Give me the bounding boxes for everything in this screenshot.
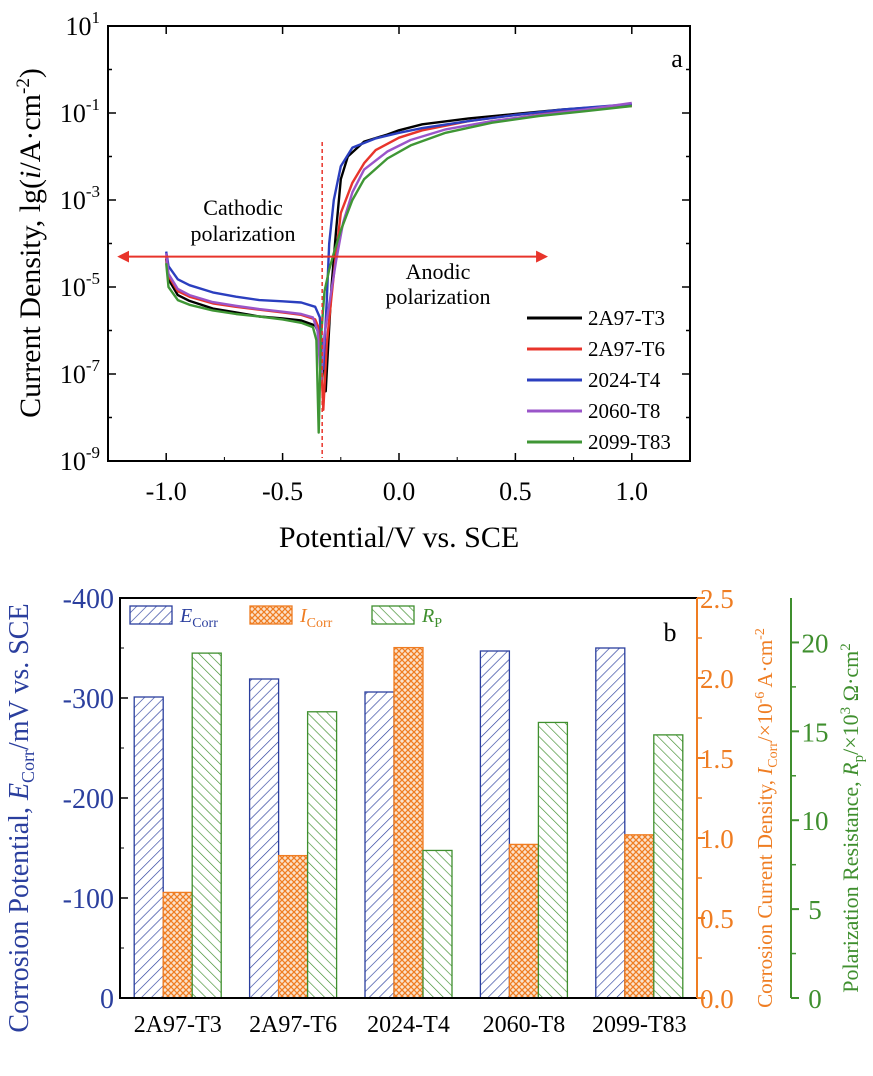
category-label: 2099-T83 <box>592 1012 687 1038</box>
bar-r-p-2a97-t3 <box>191 652 222 999</box>
ecorr-axis-ticks: 0 -100 -200 -300 -400 <box>63 584 128 1015</box>
legend-swatch-b <box>129 605 173 625</box>
y-tick-label-a: 10-5 <box>60 269 100 302</box>
icorr-axis-title: Corrosion Current Density, ICorr/×10-6 A… <box>753 628 781 1008</box>
bar-r-p-2a97-t6 <box>306 711 338 999</box>
panel-label-a: a <box>671 44 683 73</box>
category-label: 2060-T8 <box>483 1012 566 1038</box>
x-tick-label-a: 0.5 <box>499 477 532 506</box>
y-tick-label-a: 10-7 <box>60 356 101 389</box>
rp-tick-label: 5 <box>808 895 822 925</box>
legend-label-b: ICorr <box>299 605 333 631</box>
bar-r-p-2024-t4 <box>422 849 453 999</box>
rp-axis-ticks: 0 5 10 15 20 <box>791 628 829 1014</box>
anodic-label-line1: Anodic <box>406 259 471 284</box>
bar-i-corr-2060-t8 <box>508 843 540 999</box>
cathodic-label-line1: Cathodic <box>203 195 283 220</box>
ecorr-tick-label: -200 <box>63 784 114 815</box>
icorr-axis-ticks: 0.0 0.5 1.0 1.5 2.0 2.5 <box>697 584 734 1014</box>
bar-i-corr-2024-t4 <box>393 646 424 999</box>
x-tick-label-a: -0.5 <box>262 477 303 506</box>
ecorr-tick-label: -400 <box>63 584 114 615</box>
category-label: 2024-T4 <box>367 1012 450 1038</box>
legend-label-a: 2099-T83 <box>588 430 671 454</box>
curve-2a97-t6 <box>165 104 632 411</box>
parameter-bars <box>133 646 684 999</box>
panel-a-polarization-curves: Cathodic polarization Anodic polarizatio… <box>13 8 691 554</box>
bar-e-corr-2a97-t3 <box>133 696 164 999</box>
bar-r-p-2060-t8 <box>537 721 569 999</box>
category-ticks-b: 2A97-T3 2A97-T6 2024-T4 2060-T8 2099-T83 <box>134 1012 687 1038</box>
legend-swatch-b <box>249 605 293 625</box>
icorr-tick-label: 0.0 <box>700 984 734 1014</box>
x-tick-label-a: 1.0 <box>616 477 649 506</box>
bar-e-corr-2024-t4 <box>364 691 395 999</box>
legend-label-a: 2A97-T6 <box>588 337 665 361</box>
legend-label-a: 2060-T8 <box>588 399 660 423</box>
category-label: 2A97-T6 <box>249 1012 337 1038</box>
category-label: 2A97-T3 <box>134 1012 222 1038</box>
x-tick-label-a: -1.0 <box>146 477 187 506</box>
polarization-curves <box>165 101 632 434</box>
ecorr-tick-label: 0 <box>100 984 114 1015</box>
y-tick-label-a: 101 <box>66 8 101 41</box>
icorr-tick-label: 1.0 <box>700 824 734 854</box>
legend-b: ECorr ICorr RP <box>129 605 442 631</box>
curve-2099-t83 <box>165 104 632 434</box>
legend-label-b: RP <box>421 605 442 631</box>
icorr-tick-label: 2.0 <box>700 664 734 694</box>
legend-a: 2A97-T3 2A97-T6 2024-T4 2060-T8 2099-T83 <box>527 306 671 454</box>
legend-swatch-b <box>371 605 415 625</box>
rp-tick-label: 15 <box>802 717 829 747</box>
y-tick-label-a: 10-3 <box>60 182 100 215</box>
y-tick-label-a: 10-9 <box>60 443 100 476</box>
bar-i-corr-2a97-t6 <box>277 854 309 999</box>
legend-label-a: 2A97-T3 <box>588 306 665 330</box>
bar-e-corr-2099-t83 <box>595 647 626 999</box>
curve-2060-t8 <box>165 101 632 382</box>
bar-r-p-2099-t83 <box>653 734 684 999</box>
panel-label-b: b <box>664 618 677 647</box>
legend-label-b: ECorr <box>179 605 218 631</box>
rp-tick-label: 10 <box>802 806 829 836</box>
bar-i-corr-2a97-t3 <box>162 891 193 999</box>
ecorr-tick-label: -300 <box>63 684 114 715</box>
bar-i-corr-2099-t83 <box>624 834 655 999</box>
cathodic-label-line2: polarization <box>190 221 295 246</box>
bar-e-corr-2a97-t6 <box>248 678 280 999</box>
icorr-tick-label: 0.5 <box>700 904 734 934</box>
rp-tick-label: 0 <box>808 984 822 1014</box>
legend-label-a: 2024-T4 <box>588 368 661 392</box>
ecorr-tick-label: -100 <box>63 884 114 915</box>
rp-tick-label: 20 <box>802 628 829 658</box>
icorr-tick-label: 2.5 <box>700 584 734 614</box>
panel-b-corrosion-parameters: 2A97-T3 2A97-T6 2024-T4 2060-T8 2099-T83 0 -1… <box>4 584 867 1038</box>
anodic-label-line2: polarization <box>385 284 490 309</box>
bar-e-corr-2060-t8 <box>479 650 511 999</box>
y-axis-title-a: Current Density, lg(i/A·cm-2) <box>13 68 47 418</box>
x-axis-title-a: Potential/V vs. SCE <box>279 521 519 554</box>
x-axis-ticks-a: -1.0 -0.5 0.0 0.5 1.0 <box>107 26 691 506</box>
y-axis-ticks-a: 101 10-1 10-3 10-5 10-7 10-9 <box>60 8 690 476</box>
x-tick-label-a: 0.0 <box>383 477 416 506</box>
y-tick-label-a: 10-1 <box>60 95 100 128</box>
rp-axis-title: Polarization Resistance, Rp/×103 Ω·cm2 <box>838 643 867 992</box>
polarization-annotations: Cathodic polarization Anodic polarizatio… <box>117 142 549 458</box>
ecorr-axis-title: Corrosion Potential, ECorr/mV vs. SCE <box>4 603 38 1032</box>
icorr-tick-label: 1.5 <box>700 744 734 774</box>
